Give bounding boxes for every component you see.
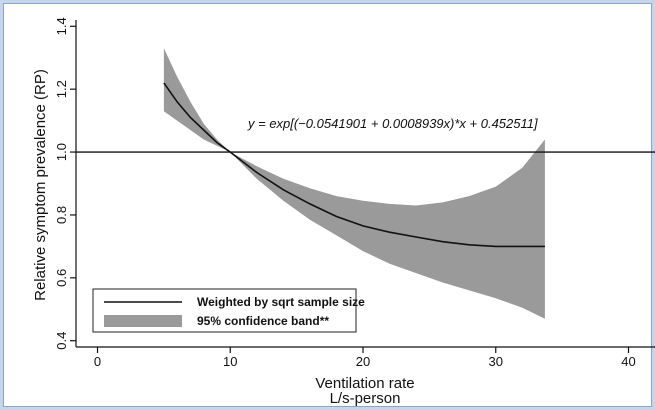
y-tick-label: 1.0 (54, 143, 69, 161)
y-axis-label: Relative symptom prevalence (RP) (32, 69, 49, 301)
x-tick-label: 30 (489, 354, 503, 369)
x-tick-label: 40 (621, 354, 635, 369)
x-tick-label: 0 (94, 354, 101, 369)
legend-band-swatch (104, 315, 182, 327)
legend: Weighted by sqrt sample size 95% confide… (92, 288, 365, 333)
fit-equation: y = exp[(−0.0541901 + 0.0008939x)*x + 0.… (247, 116, 538, 131)
y-tick-label: 0.6 (54, 269, 69, 287)
y-tick-label: 1.2 (54, 80, 69, 98)
legend-label-fit: Weighted by sqrt sample size (197, 295, 365, 309)
y-tick-label: 0.8 (54, 206, 69, 224)
fitted-curve (163, 82, 545, 248)
legend-label-band: 95% confidence band** (197, 314, 329, 328)
y-tick-label: 1.4 (54, 17, 69, 35)
x-tick-label: 20 (356, 354, 370, 369)
confidence-band (163, 48, 545, 319)
x-axis-sublabel: L/s-person (330, 390, 401, 407)
x-axis-label: Ventilation rate (315, 375, 414, 392)
y-tick-label: 0.4 (54, 332, 69, 350)
x-tick-label: 10 (223, 354, 237, 369)
